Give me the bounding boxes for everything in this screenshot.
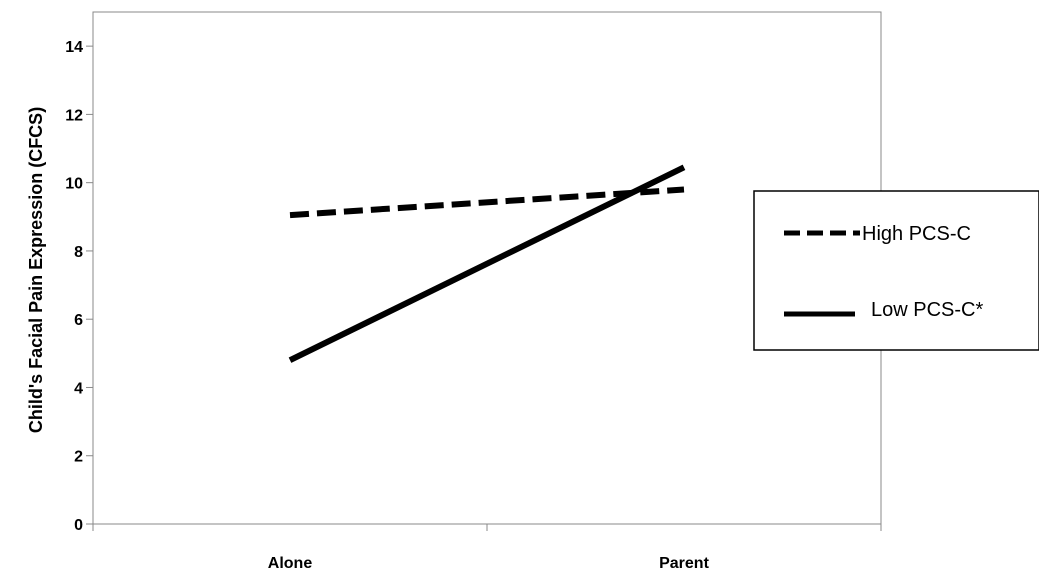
legend-label-high-pcs-c: High PCS-C [862, 223, 971, 245]
x-axis-ticks: Alone Parent [92, 524, 882, 572]
y-tick-label: 14 [65, 39, 83, 56]
y-tick-label: 8 [74, 244, 83, 261]
y-tick-label: 0 [74, 517, 83, 534]
y-tick-label: 2 [74, 449, 83, 466]
y-tick-label: 4 [74, 380, 83, 397]
series-lines [288, 164, 686, 363]
legend: High PCS-C Low PCS-C* [753, 190, 1039, 351]
y-tick-label: 12 [65, 107, 83, 124]
legend-label-low-pcs-c: Low PCS-C* [871, 299, 983, 321]
series-line-high-pcs-c [289, 186, 685, 219]
x-tick-label: Parent [659, 555, 709, 572]
x-tick-label: Alone [268, 555, 313, 572]
series-line-low-pcs-c [288, 164, 686, 363]
y-axis-ticks: 0 2 4 6 8 10 12 14 [65, 39, 93, 534]
y-tick-label: 6 [74, 312, 83, 329]
legend-box [753, 190, 1039, 351]
y-axis-title: Child's Facial Pain Expression (CFCS) [26, 107, 46, 433]
y-tick-label: 10 [65, 176, 83, 193]
